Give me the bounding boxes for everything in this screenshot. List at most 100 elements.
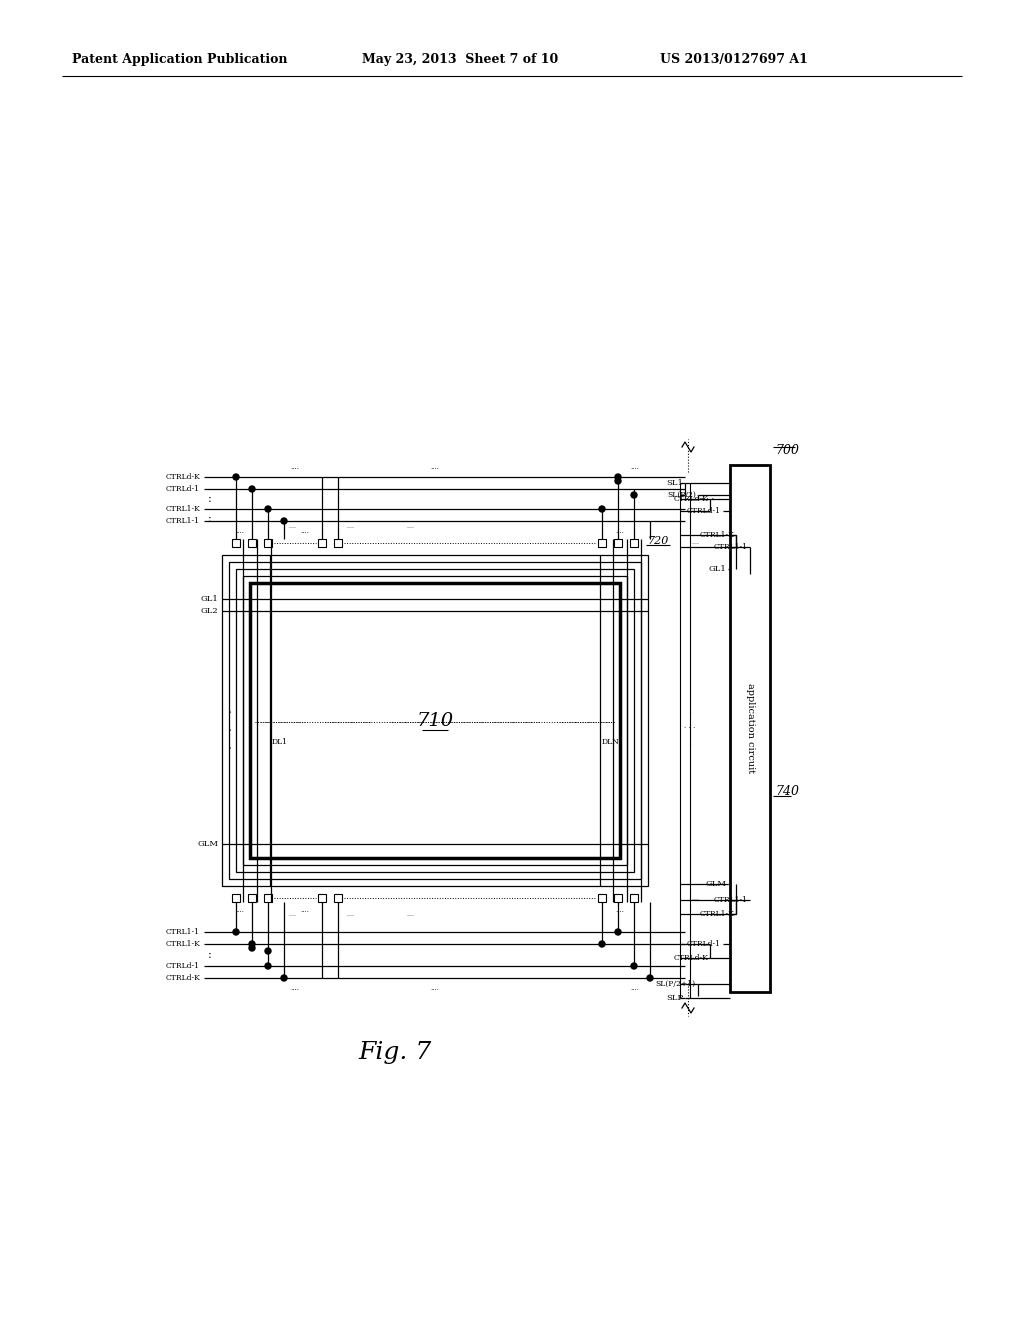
Bar: [614, 894, 622, 902]
Text: CTRLd-1: CTRLd-1: [687, 940, 721, 948]
Text: CTRL1-K: CTRL1-K: [699, 909, 734, 917]
Text: CTRL1-1: CTRL1-1: [714, 896, 748, 904]
Text: ....: ....: [615, 527, 625, 535]
Circle shape: [599, 506, 605, 512]
Bar: [232, 539, 240, 546]
Text: .: .: [688, 738, 691, 747]
Text: GLM: GLM: [197, 840, 218, 847]
Text: SL(P/2+1): SL(P/2+1): [656, 979, 696, 987]
Text: CTRLd-1: CTRLd-1: [166, 484, 200, 492]
Circle shape: [281, 517, 287, 524]
Circle shape: [615, 474, 621, 480]
Text: .: .: [688, 706, 691, 715]
Text: ....: ....: [631, 463, 640, 471]
Text: GL1: GL1: [709, 565, 726, 573]
Bar: [264, 539, 272, 546]
Text: DL1: DL1: [272, 738, 288, 747]
Text: CTRLd-K: CTRLd-K: [165, 974, 200, 982]
Bar: [614, 539, 622, 546]
Circle shape: [249, 945, 255, 950]
Bar: [730, 465, 770, 993]
Bar: [222, 554, 648, 886]
Circle shape: [265, 964, 271, 969]
Text: SLP: SLP: [666, 994, 683, 1002]
Text: ....: ....: [300, 906, 309, 913]
Circle shape: [647, 975, 653, 981]
Text: CTRLd-K: CTRLd-K: [165, 473, 200, 480]
Bar: [243, 576, 627, 865]
Text: 720: 720: [648, 536, 670, 546]
Text: ....: ....: [288, 524, 296, 529]
Circle shape: [265, 506, 271, 512]
Text: ....: ....: [300, 527, 309, 535]
Bar: [318, 894, 326, 902]
Text: SL(P/2): SL(P/2): [667, 491, 696, 499]
Text: CTRLd-K: CTRLd-K: [673, 954, 708, 962]
Text: SL1: SL1: [667, 479, 683, 487]
Text: ....: ....: [291, 983, 299, 993]
Circle shape: [599, 941, 605, 946]
Text: . . .: . . .: [684, 722, 695, 730]
Bar: [630, 894, 638, 902]
Text: GL1: GL1: [201, 595, 218, 603]
Text: CTRLd-1: CTRLd-1: [166, 962, 200, 970]
Text: ....: ....: [236, 906, 245, 913]
Circle shape: [615, 478, 621, 484]
Bar: [334, 894, 342, 902]
Bar: [250, 583, 620, 858]
Text: CTRL1-K: CTRL1-K: [165, 506, 200, 513]
Text: CTRL1-1: CTRL1-1: [166, 928, 200, 936]
Circle shape: [233, 929, 239, 935]
Bar: [334, 539, 342, 546]
Text: 710: 710: [417, 711, 454, 730]
Text: application circuit: application circuit: [745, 684, 755, 774]
Bar: [630, 539, 638, 546]
Text: CTRLd-1: CTRLd-1: [687, 507, 721, 515]
Text: ....: ....: [406, 912, 414, 916]
Text: CTRL1-K: CTRL1-K: [699, 531, 734, 539]
Text: ....: ....: [406, 524, 414, 529]
Circle shape: [615, 929, 621, 935]
Text: ....: ....: [631, 983, 640, 993]
Text: Fig. 7: Fig. 7: [358, 1041, 432, 1064]
Text: ....: ....: [346, 524, 354, 529]
Text: CTRLd-K: CTRLd-K: [673, 495, 708, 503]
Text: ....: ....: [346, 912, 354, 916]
Text: ....: ....: [430, 463, 439, 471]
Bar: [598, 539, 606, 546]
Text: DLN: DLN: [602, 738, 620, 747]
Text: 740: 740: [775, 785, 799, 799]
Text: Patent Application Publication: Patent Application Publication: [72, 54, 288, 66]
Circle shape: [631, 492, 637, 498]
Text: ....: ....: [615, 906, 625, 913]
Text: ....: ....: [691, 895, 699, 900]
Text: CTRL1-1: CTRL1-1: [714, 543, 748, 550]
Bar: [264, 894, 272, 902]
Text: CTRL1-1: CTRL1-1: [166, 517, 200, 525]
Text: :: :: [208, 513, 212, 524]
Text: May 23, 2013  Sheet 7 of 10: May 23, 2013 Sheet 7 of 10: [362, 54, 558, 66]
Text: ....: ....: [236, 527, 245, 535]
Circle shape: [281, 975, 287, 981]
Text: :: :: [208, 950, 212, 960]
Text: .: .: [228, 721, 232, 734]
Text: .: .: [228, 704, 232, 715]
Text: GL2: GL2: [201, 607, 218, 615]
Bar: [236, 569, 634, 873]
Circle shape: [265, 948, 271, 954]
Text: ....: ....: [291, 463, 299, 471]
Text: . . .: . . .: [701, 492, 714, 502]
Bar: [598, 894, 606, 902]
Bar: [229, 562, 641, 879]
Circle shape: [233, 474, 239, 480]
Text: .: .: [228, 739, 232, 752]
Text: 700: 700: [775, 445, 799, 458]
Bar: [232, 894, 240, 902]
Circle shape: [249, 941, 255, 946]
Text: ....: ....: [430, 983, 439, 993]
Bar: [318, 539, 326, 546]
Text: GLM: GLM: [705, 880, 726, 888]
Text: :: :: [208, 494, 212, 504]
Text: ....: ....: [691, 540, 699, 545]
Circle shape: [631, 964, 637, 969]
